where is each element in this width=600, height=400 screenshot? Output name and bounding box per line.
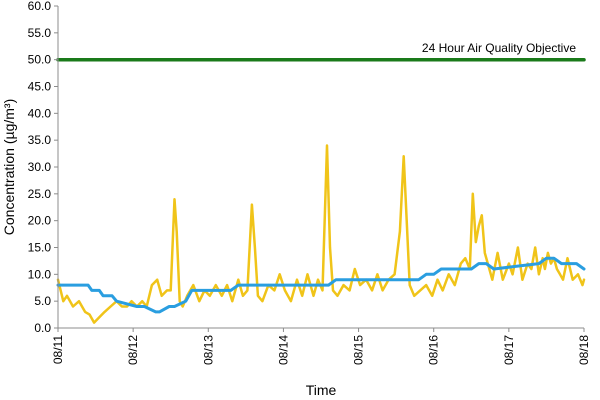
y-tick-label: 35.0 <box>28 133 52 147</box>
x-tick-label: 08/12 <box>126 335 140 365</box>
y-axis-label: Concentration (µg/m³) <box>1 99 17 235</box>
y-tick-label: 20.0 <box>28 214 52 228</box>
series-line-rolling <box>56 256 586 314</box>
y-tick-label: 50.0 <box>28 53 52 67</box>
y-tick-label: 30.0 <box>28 160 52 174</box>
y-tick-label: 5.0 <box>34 294 51 308</box>
y-tick-label: 60.0 <box>28 0 52 13</box>
objective-annotation: 24 Hour Air Quality Objective <box>422 41 576 55</box>
plot-lines <box>56 57 586 324</box>
x-tick-label: 08/14 <box>276 335 290 365</box>
y-tick-label: 0.0 <box>34 321 51 335</box>
x-tick-label: 08/17 <box>502 335 516 365</box>
y-tick-label: 55.0 <box>28 26 52 40</box>
x-axis-label: Time <box>306 382 337 398</box>
y-tick-label: 45.0 <box>28 80 52 94</box>
x-tick-label: 08/15 <box>352 335 366 365</box>
series-line-hourly <box>56 144 586 324</box>
x-tick-label: 08/11 <box>51 335 65 364</box>
y-ticks: 0.0 5.0 10.0 15.0 20.0 25.0 30.0 35.0 40.0 45.0 50… <box>28 0 58 335</box>
y-tick-label: 25.0 <box>28 187 52 201</box>
y-tick-label: 40.0 <box>28 106 52 120</box>
y-tick-label: 15.0 <box>28 241 52 255</box>
x-tick-label: 08/13 <box>201 335 215 365</box>
x-ticks: 08/11 08/12 08/13 08/14 08/15 08/16 08/17 08/18 <box>51 328 591 365</box>
y-tick-label: 10.0 <box>28 267 52 281</box>
x-tick-label: 08/18 <box>577 335 591 365</box>
x-tick-label: 08/16 <box>427 335 441 365</box>
